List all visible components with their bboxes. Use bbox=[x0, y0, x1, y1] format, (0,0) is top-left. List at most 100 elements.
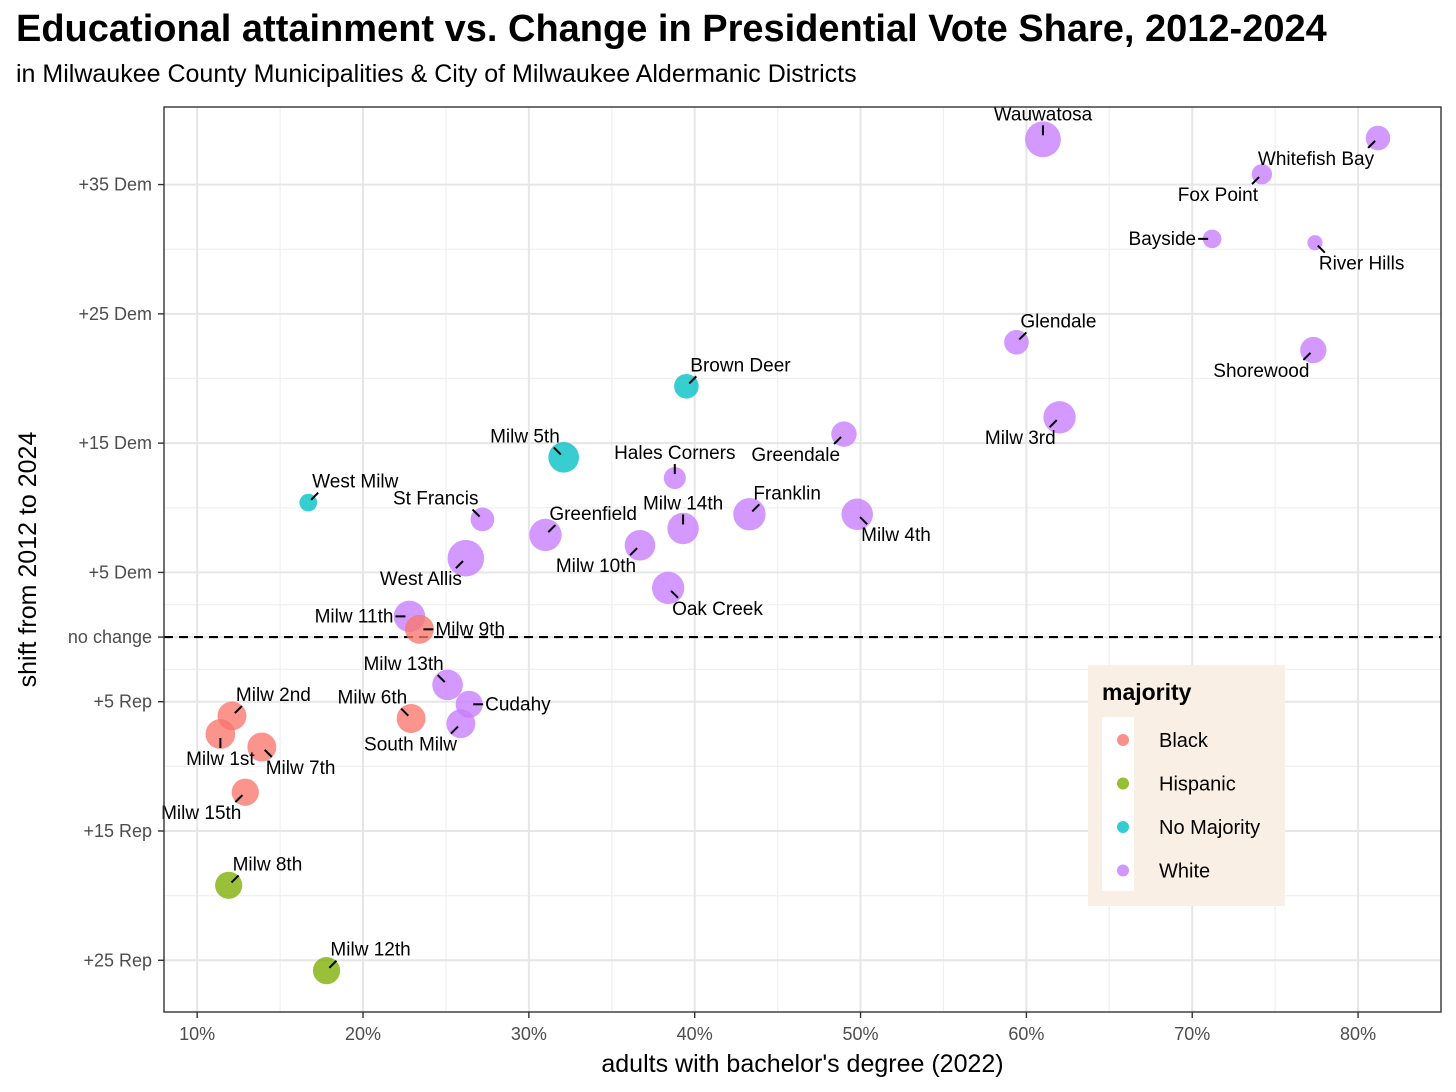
point-label: Glendale bbox=[1020, 311, 1096, 332]
legend-key-no-majority bbox=[1117, 821, 1129, 833]
point-label: Fox Point bbox=[1178, 185, 1259, 206]
x-tick-label: 80% bbox=[1340, 1024, 1376, 1044]
x-tick-label: 30% bbox=[511, 1024, 547, 1044]
point-label: Milw 2nd bbox=[236, 685, 311, 706]
legend-key-background bbox=[1102, 717, 1134, 891]
label-leader-line bbox=[436, 674, 446, 683]
axis-layer: 10% 20% 30% 40% 50% 60% 70% 80% +35 Dem +25 Dem +1… bbox=[68, 175, 1441, 1044]
data-point bbox=[205, 719, 236, 749]
point-label: Milw 3rd bbox=[985, 428, 1056, 449]
point-label: Whitefish Bay bbox=[1258, 149, 1375, 170]
point-label: Milw 15th bbox=[161, 803, 241, 824]
legend-label: White bbox=[1159, 861, 1210, 883]
label-leader-line bbox=[1317, 244, 1326, 254]
label-leader-line bbox=[1302, 352, 1312, 361]
data-point bbox=[663, 467, 686, 490]
point-label: Milw 13th bbox=[363, 654, 443, 675]
point-label: Greenfield bbox=[549, 504, 637, 525]
data-point bbox=[1202, 229, 1222, 249]
label-leader-line bbox=[310, 492, 319, 501]
label-leader-line bbox=[670, 590, 679, 599]
label-leader-line bbox=[859, 516, 868, 525]
point-label: Shorewood bbox=[1213, 361, 1309, 382]
label-leader-line bbox=[230, 874, 240, 884]
y-tick-label: +5 Rep bbox=[93, 692, 152, 712]
y-tick-label: +35 Dem bbox=[78, 175, 152, 195]
x-tick-label: 20% bbox=[345, 1024, 381, 1044]
label-leader-line bbox=[1251, 176, 1260, 185]
point-label: West Milw bbox=[312, 472, 398, 493]
point-label: Milw 10th bbox=[556, 556, 636, 577]
label-leader-line bbox=[688, 375, 698, 385]
x-tick-label: 50% bbox=[843, 1024, 879, 1044]
point-label: South Milw bbox=[364, 735, 457, 756]
label-leader-line bbox=[328, 960, 338, 969]
data-point bbox=[1025, 121, 1061, 158]
label-leader-line bbox=[234, 705, 243, 714]
label-leader-line bbox=[263, 749, 273, 758]
point-label: Milw 1st bbox=[186, 749, 255, 770]
y-tick-label: +25 Dem bbox=[78, 304, 152, 324]
point-label: Greendale bbox=[751, 445, 840, 466]
point-label: Cudahy bbox=[485, 694, 551, 715]
legend-label: No Majority bbox=[1159, 817, 1260, 839]
point-label: Milw 11th bbox=[315, 606, 394, 627]
label-leader-line bbox=[1018, 331, 1028, 341]
point-label: Franklin bbox=[753, 483, 821, 504]
point-label: River Hills bbox=[1319, 254, 1405, 275]
legend-key-white bbox=[1117, 864, 1129, 877]
point-label: Milw 7th bbox=[266, 758, 336, 779]
y-tick-label: +5 Dem bbox=[88, 562, 152, 582]
legend-key-black bbox=[1117, 734, 1129, 746]
point-label: St Francis bbox=[393, 489, 479, 510]
legend-label: Black bbox=[1159, 730, 1209, 752]
y-tick-label: no change bbox=[68, 627, 152, 647]
point-label: West Allis bbox=[380, 569, 462, 590]
label-layer: Wauwatosa Whitefish Bay Fox Point Bayside Ri… bbox=[161, 104, 1405, 969]
x-tick-label: 40% bbox=[677, 1024, 713, 1044]
label-leader-line bbox=[547, 524, 557, 533]
x-tick-label: 60% bbox=[1008, 1024, 1044, 1044]
chart-title: Educational attainment vs. Change in Pre… bbox=[16, 8, 1327, 50]
label-leader-line bbox=[629, 547, 638, 556]
point-label: Oak Creek bbox=[672, 599, 763, 620]
point-label: Bayside bbox=[1129, 229, 1197, 250]
point-label: Milw 5th bbox=[490, 426, 560, 447]
data-point bbox=[404, 614, 434, 644]
y-tick-label: +15 Rep bbox=[83, 821, 152, 841]
y-tick-label: +15 Dem bbox=[78, 433, 152, 453]
y-tick-label: +25 Rep bbox=[83, 950, 152, 970]
point-layer bbox=[205, 121, 1391, 985]
label-leader-line bbox=[833, 436, 842, 445]
label-leader-line bbox=[400, 707, 409, 717]
point-label: Brown Deer bbox=[690, 355, 791, 376]
y-axis-label: shift from 2012 to 2024 bbox=[14, 432, 42, 688]
label-leader-line bbox=[471, 508, 481, 518]
label-leader-line bbox=[455, 560, 464, 569]
label-leader-line bbox=[553, 446, 562, 456]
x-tick-label: 70% bbox=[1174, 1024, 1210, 1044]
data-point bbox=[667, 512, 699, 545]
chart-subtitle: in Milwaukee County Municipalities & Cit… bbox=[16, 60, 857, 88]
panel-border bbox=[163, 106, 1442, 1013]
label-leader-line bbox=[450, 725, 459, 735]
point-label: Milw 12th bbox=[330, 940, 410, 961]
point-label: Hales Corners bbox=[614, 443, 735, 464]
point-label: Milw 6th bbox=[338, 688, 408, 709]
point-label: Milw 9th bbox=[435, 619, 505, 640]
legend-label: Hispanic bbox=[1159, 774, 1236, 796]
x-axis-label: adults with bachelor's degree (2022) bbox=[601, 1050, 1003, 1078]
legend-title: majority bbox=[1102, 679, 1192, 705]
legend-key-hispanic bbox=[1117, 777, 1129, 790]
label-leader-line bbox=[1048, 419, 1058, 428]
label-leader-line bbox=[751, 503, 761, 513]
label-leader-line bbox=[1367, 140, 1376, 149]
x-tick-label: 10% bbox=[179, 1024, 215, 1044]
legend: majority Black Hispanic No Majority White bbox=[1088, 665, 1285, 906]
label-leader-line bbox=[234, 794, 244, 803]
point-label: Milw 4th bbox=[861, 525, 931, 546]
point-label: Wauwatosa bbox=[994, 104, 1093, 125]
point-label: Milw 14th bbox=[643, 493, 723, 514]
point-label: Milw 8th bbox=[233, 854, 303, 875]
